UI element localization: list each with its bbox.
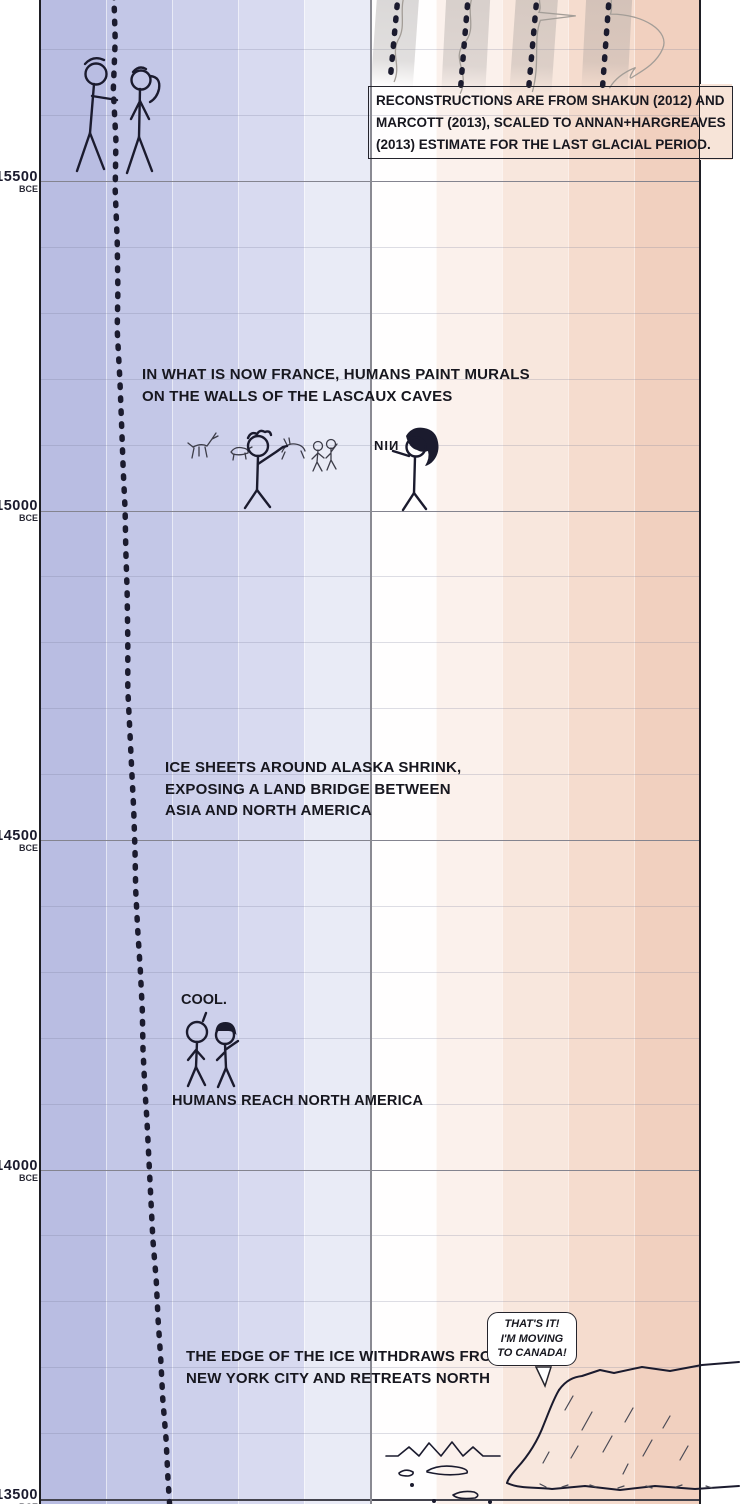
cave-painting-small-figures xyxy=(311,438,338,472)
ice-floes xyxy=(385,1441,501,1504)
band-boundary xyxy=(304,0,305,1504)
band-boundary xyxy=(502,0,503,1504)
glacier-scene xyxy=(385,1361,740,1504)
band-boundary xyxy=(436,0,437,1504)
source-note-line: MARCOTT (2013), SCALED TO ANNAN+HARGREAV… xyxy=(376,115,726,130)
lascaux-caption: IN WHAT IS NOW FRANCE, HUMANS PAINT MURA… xyxy=(142,366,530,405)
ice-cliff xyxy=(506,1361,740,1491)
band-boundary xyxy=(172,0,173,1504)
speech-connector xyxy=(201,1011,208,1023)
y-tick-15500: 15500 BCE xyxy=(0,169,38,194)
cave-painting-boar xyxy=(230,446,253,461)
land-bridge-caption: ICE SHEETS AROUND ALASKA SHRINK, EXPOSIN… xyxy=(165,759,462,819)
stick-figure-pointing xyxy=(75,57,119,173)
plot-left-border xyxy=(39,0,41,1504)
temp-band-2C xyxy=(502,0,568,1504)
reconstruction-sample-columns xyxy=(370,0,665,98)
band-boundary xyxy=(568,0,569,1504)
source-note-line: RECONSTRUCTIONS ARE FROM SHAKUN (2012) A… xyxy=(376,93,725,108)
cave-painting-stag xyxy=(187,432,219,459)
zero-degree-line xyxy=(370,0,372,1504)
humans-na-caption: HUMANS REACH NORTH AMERICA xyxy=(172,1093,424,1109)
temp-band--4C xyxy=(106,0,172,1504)
temperature-line xyxy=(110,0,173,1504)
glacier-speech-bubble: THAT'S IT! I'M MOVING TO CANADA! xyxy=(487,1312,577,1366)
note-box-margin-fill xyxy=(700,84,732,160)
temp-band--3C xyxy=(172,0,238,1504)
y-tick-15000: 15000 BCE xyxy=(0,498,38,523)
temp-band-1C xyxy=(436,0,502,1504)
stick-figure-nin-painter xyxy=(391,427,439,512)
temp-band-3C xyxy=(568,0,634,1504)
temp-band--1C xyxy=(304,0,370,1504)
stick-figure-ponytail xyxy=(125,66,161,175)
cool-speech-text: COOL. xyxy=(181,992,227,1008)
ice-edge-caption: THE EDGE OF THE ICE WITHDRAWS FROM NEW Y… xyxy=(186,1348,505,1387)
stick-figure-cave-painter xyxy=(243,429,289,510)
speech-bubble-tail xyxy=(534,1366,553,1389)
stick-figure-waving xyxy=(214,1022,240,1089)
cave-painting-deer-leaping xyxy=(281,437,306,460)
cool-scene xyxy=(185,1011,240,1089)
source-note-line: (2013) ESTIMATE FOR THE LAST GLACIAL PER… xyxy=(376,137,711,152)
plot-right-border xyxy=(699,0,701,1504)
plot-area xyxy=(39,0,701,1504)
band-boundary xyxy=(106,0,107,1504)
y-tick-14000: 14000 BCE xyxy=(0,1158,38,1183)
band-boundary xyxy=(238,0,239,1504)
source-note-box: RECONSTRUCTIONS ARE FROM SHAKUN (2012) A… xyxy=(368,86,733,159)
lascaux-scene xyxy=(187,427,439,512)
band-boundary xyxy=(634,0,635,1504)
y-tick-13500: 13500 BCE xyxy=(0,1487,38,1504)
stick-figure-cool xyxy=(185,1020,209,1088)
temp-band--5C xyxy=(40,0,106,1504)
temp-band-0C xyxy=(370,0,436,1504)
nin-cave-graffiti: NIИ xyxy=(374,438,400,453)
y-tick-14500: 14500 BCE xyxy=(0,828,38,853)
temp-band-4C xyxy=(634,0,700,1504)
temp-band--2C xyxy=(238,0,304,1504)
